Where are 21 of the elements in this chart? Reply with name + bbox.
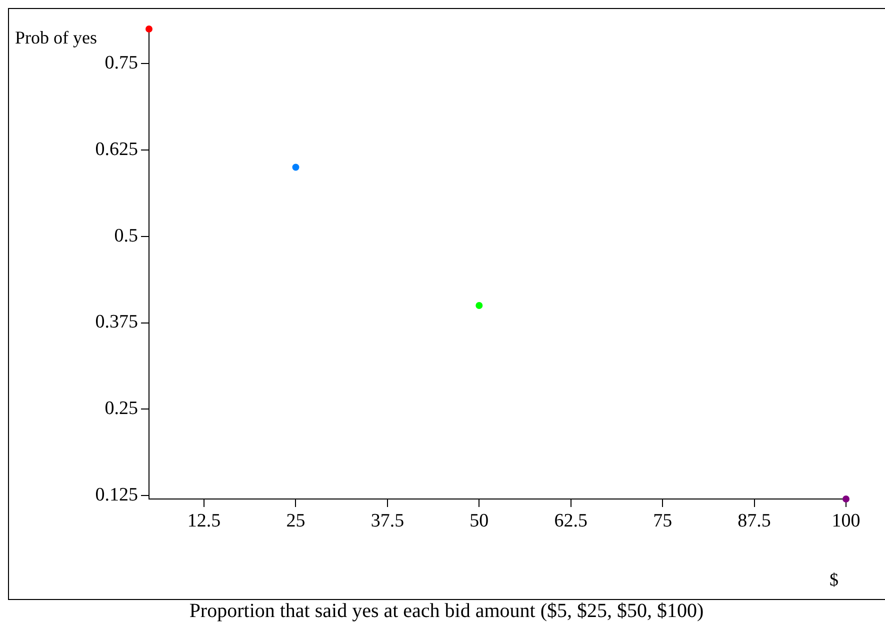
x-tick-label: 87.5 (738, 510, 771, 532)
point (146, 26, 152, 32)
point (292, 164, 300, 171)
x-tick-label: 12.5 (187, 510, 221, 532)
point (476, 302, 483, 309)
x-tick-label: 75 (653, 510, 672, 532)
y-axis-title: Prob of yes (15, 28, 97, 48)
text: Proportion that said yes at each bid amount ($5, $25, $50, $100) (188, 600, 705, 623)
y-tick-label: 0.75 (104, 52, 138, 74)
y-tick-label: 0.125 (95, 484, 138, 506)
point (842, 496, 850, 502)
y-tick-label: 0.375 (95, 312, 138, 333)
y-tick-label: 0.625 (95, 138, 138, 160)
x-tick-label: 50 (470, 510, 489, 532)
x-axis-title: $ (830, 570, 838, 590)
y-tick-label: 0.25 (104, 398, 138, 420)
x-tick-label: 37.5 (370, 510, 404, 532)
x-tick-label: 62.5 (554, 510, 588, 532)
x-tick-label: 100 (832, 510, 860, 532)
y-tick-label: 0.5 (114, 225, 138, 246)
x-tick-label: 25 (286, 510, 306, 532)
